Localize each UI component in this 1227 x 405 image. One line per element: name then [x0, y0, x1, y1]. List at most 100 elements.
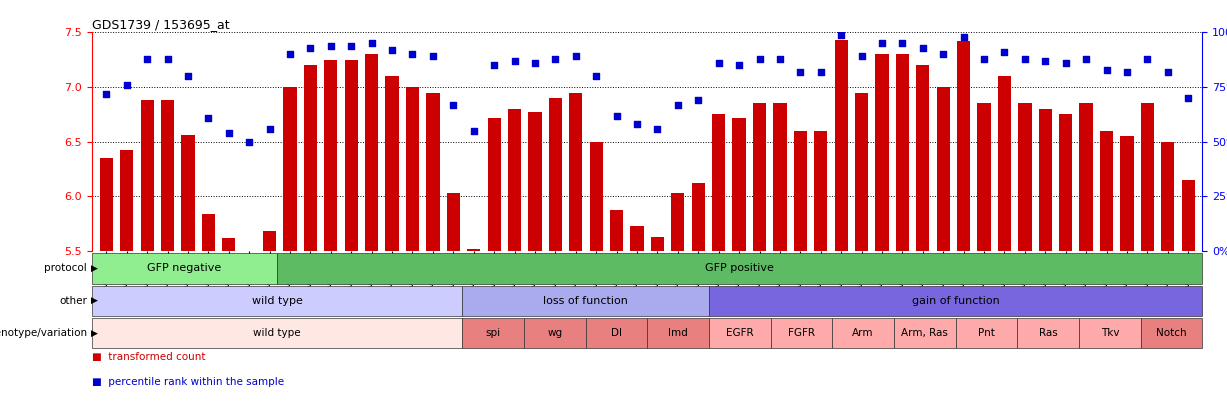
Text: ▶: ▶ — [91, 264, 98, 273]
Point — [566, 53, 585, 60]
Point — [607, 112, 627, 119]
Bar — [463, 286, 709, 316]
Bar — [1017, 318, 1079, 348]
Bar — [1120, 136, 1134, 251]
Point — [1137, 55, 1157, 62]
Bar — [896, 54, 909, 251]
Point — [648, 126, 667, 132]
Bar — [733, 118, 746, 251]
Point — [504, 58, 524, 64]
Bar — [712, 115, 725, 251]
Bar — [692, 183, 704, 251]
Point — [1097, 66, 1117, 73]
Bar — [324, 60, 337, 251]
Bar — [569, 93, 583, 251]
Bar — [548, 98, 562, 251]
Point — [485, 62, 504, 68]
Bar — [647, 318, 709, 348]
Bar — [141, 100, 153, 251]
Text: EGFR: EGFR — [726, 328, 753, 338]
Bar — [671, 193, 685, 251]
Bar — [709, 286, 1202, 316]
Text: GFP negative: GFP negative — [147, 263, 222, 273]
Text: wild type: wild type — [252, 296, 303, 306]
Point — [995, 49, 1015, 55]
Point — [771, 55, 790, 62]
Point — [402, 51, 422, 58]
Bar — [894, 318, 956, 348]
Bar — [709, 318, 771, 348]
Bar — [92, 318, 463, 348]
Bar — [936, 87, 950, 251]
Bar — [1038, 109, 1052, 251]
Text: spi: spi — [486, 328, 501, 338]
Bar — [834, 40, 848, 251]
Text: ▶: ▶ — [91, 296, 98, 305]
Text: ▶: ▶ — [91, 328, 98, 338]
Text: other: other — [59, 296, 87, 306]
Bar — [92, 286, 463, 316]
Bar — [956, 318, 1017, 348]
Bar — [1099, 131, 1113, 251]
Point — [587, 73, 606, 79]
Text: wg: wg — [547, 328, 562, 338]
Point — [321, 42, 341, 49]
Bar — [385, 76, 399, 251]
Bar — [447, 193, 460, 251]
Bar — [590, 142, 602, 251]
Bar — [487, 118, 501, 251]
Text: GDS1739 / 153695_at: GDS1739 / 153695_at — [92, 18, 229, 31]
Bar — [277, 253, 1202, 284]
Point — [117, 82, 136, 88]
Text: genotype/variation: genotype/variation — [0, 328, 87, 338]
Point — [362, 40, 382, 47]
Bar — [957, 41, 971, 251]
Point — [218, 130, 238, 136]
Bar — [1141, 104, 1153, 251]
Text: ■  percentile rank within the sample: ■ percentile rank within the sample — [92, 377, 285, 387]
Point — [137, 55, 157, 62]
Text: gain of function: gain of function — [912, 296, 1000, 306]
Point — [627, 121, 647, 128]
Bar — [283, 87, 297, 251]
Bar — [631, 226, 644, 251]
Bar — [366, 54, 378, 251]
Point — [1036, 58, 1055, 64]
Bar — [406, 87, 420, 251]
Point — [1056, 60, 1076, 66]
Text: Tkv: Tkv — [1101, 328, 1119, 338]
Point — [750, 55, 769, 62]
Point — [729, 62, 748, 68]
Text: Dl: Dl — [611, 328, 622, 338]
Bar — [978, 104, 990, 251]
Bar — [771, 318, 832, 348]
Point — [1076, 55, 1096, 62]
Point — [688, 97, 708, 103]
Point — [872, 40, 892, 47]
Point — [709, 60, 729, 66]
Point — [178, 73, 198, 79]
Point — [199, 115, 218, 121]
Bar — [120, 151, 134, 251]
Point — [239, 139, 259, 145]
Point — [934, 51, 953, 58]
Bar — [917, 65, 929, 251]
Text: GFP positive: GFP positive — [706, 263, 774, 273]
Point — [790, 68, 810, 75]
Bar — [463, 318, 524, 348]
Bar — [832, 318, 894, 348]
Bar — [467, 249, 481, 251]
Bar — [161, 100, 174, 251]
Text: loss of function: loss of function — [544, 296, 628, 306]
Bar — [263, 231, 276, 251]
Bar — [182, 135, 195, 251]
Point — [260, 126, 280, 132]
Bar — [1161, 142, 1174, 251]
Point — [852, 53, 871, 60]
Point — [158, 55, 178, 62]
Point — [1117, 68, 1136, 75]
Point — [464, 128, 483, 134]
Point — [443, 101, 463, 108]
Text: wild type: wild type — [253, 328, 301, 338]
Bar — [1079, 318, 1141, 348]
